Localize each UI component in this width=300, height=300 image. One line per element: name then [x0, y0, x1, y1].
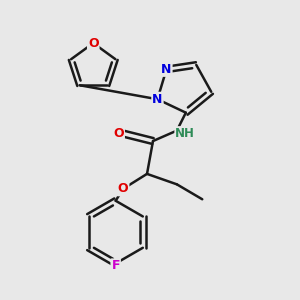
- Text: O: O: [118, 182, 128, 195]
- Text: O: O: [88, 37, 99, 50]
- Text: F: F: [111, 260, 120, 272]
- Text: NH: NH: [175, 127, 195, 140]
- Text: N: N: [152, 93, 163, 106]
- Text: N: N: [161, 63, 172, 76]
- Text: O: O: [113, 127, 124, 140]
